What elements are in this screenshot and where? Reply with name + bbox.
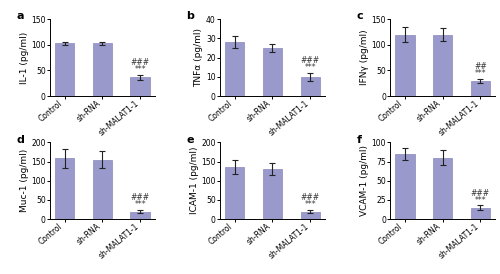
Text: ***: ***: [134, 65, 146, 74]
Y-axis label: ICAM-1 (pg/ml): ICAM-1 (pg/ml): [190, 147, 198, 215]
Text: ##: ##: [474, 62, 487, 71]
Y-axis label: VCAM-1 (pg/ml): VCAM-1 (pg/ml): [360, 145, 368, 216]
Bar: [55, 158, 74, 219]
Text: ***: ***: [304, 63, 316, 72]
Bar: [92, 43, 112, 96]
Bar: [92, 159, 112, 219]
Text: ***: ***: [474, 196, 486, 205]
Y-axis label: IL-1 (pg/ml): IL-1 (pg/ml): [20, 32, 28, 84]
Text: a: a: [16, 12, 24, 21]
Text: b: b: [186, 12, 194, 21]
Text: d: d: [16, 135, 24, 145]
Bar: [300, 212, 320, 219]
Bar: [55, 43, 74, 96]
Bar: [470, 208, 490, 219]
Bar: [432, 35, 452, 96]
Bar: [130, 77, 150, 96]
Bar: [262, 48, 282, 96]
Bar: [432, 158, 452, 219]
Y-axis label: TNFα (pg/ml): TNFα (pg/ml): [194, 28, 203, 87]
Text: ***: ***: [304, 200, 316, 209]
Text: ###: ###: [131, 193, 150, 202]
Bar: [225, 42, 244, 96]
Bar: [300, 77, 320, 96]
Bar: [262, 169, 282, 219]
Text: ###: ###: [471, 189, 490, 198]
Text: ###: ###: [301, 56, 320, 65]
Y-axis label: Muc-1 (pg/ml): Muc-1 (pg/ml): [20, 149, 28, 212]
Bar: [130, 212, 150, 219]
Text: c: c: [356, 12, 363, 21]
Text: ###: ###: [301, 193, 320, 202]
Bar: [395, 154, 414, 219]
Bar: [225, 167, 244, 219]
Text: ###: ###: [131, 58, 150, 67]
Text: f: f: [356, 135, 362, 145]
Text: e: e: [186, 135, 194, 145]
Text: ***: ***: [474, 69, 486, 78]
Bar: [395, 35, 414, 96]
Text: ***: ***: [134, 200, 146, 209]
Bar: [470, 81, 490, 96]
Y-axis label: IFNγ (pg/ml): IFNγ (pg/ml): [360, 30, 368, 85]
